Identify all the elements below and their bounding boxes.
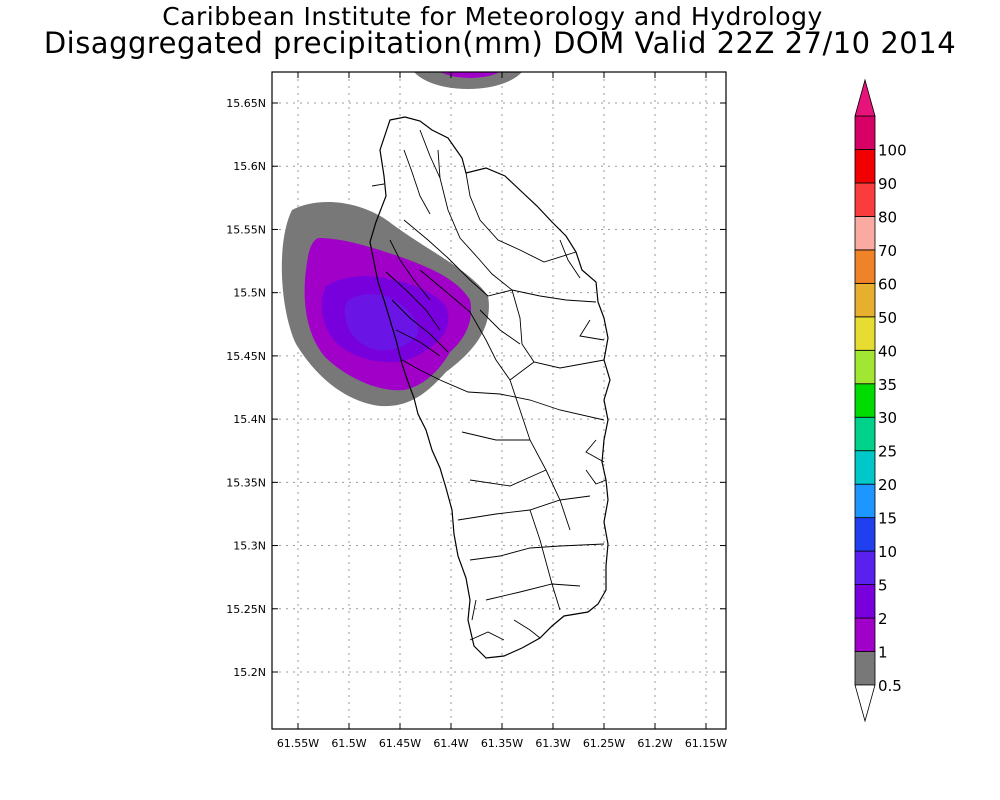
colorbar-bottom-triangle (854, 684, 876, 723)
colorbar-swatch (854, 584, 876, 619)
colorbar-label: 2 (878, 610, 888, 628)
colorbar-swatch (854, 651, 876, 686)
colorbar-swatch (854, 115, 876, 150)
lon-tick-label: 61.55W (277, 737, 319, 750)
colorbar-label: 90 (878, 175, 897, 193)
lon-tick-label: 61.4W (433, 737, 468, 750)
colorbar-swatch (854, 383, 876, 418)
axis-ticks (272, 72, 726, 729)
colorbar-label: 25 (878, 443, 897, 461)
longitude-tick-labels: 61.55W 61.5W 61.45W 61.4W 61.35W 61.3W 61.25W 6… (277, 737, 727, 750)
colorbar-swatch (854, 182, 876, 217)
precip-band-1-2 (440, 72, 500, 78)
chart-title-line1: Caribbean Institute for Meteorology and … (162, 2, 823, 31)
precip-band-0.5-1 (414, 72, 522, 89)
lon-tick-label: 61.35W (481, 737, 523, 750)
colorbar-label: 80 (878, 208, 897, 226)
chart-title-line2: Disaggregated precipitation(mm) DOM Vali… (43, 26, 957, 60)
lat-tick-label: 15.45N (226, 350, 266, 363)
lat-tick-label: 15.5N (233, 287, 266, 300)
colorbar-label: 10 (878, 543, 897, 561)
gridlines (272, 72, 726, 729)
colorbar-swatch (854, 282, 876, 318)
colorbar-swatch (854, 617, 876, 652)
colorbar-label: 30 (878, 409, 897, 427)
lat-tick-label: 15.4N (233, 413, 266, 426)
colorbar-swatch (854, 149, 876, 184)
colorbar-swatch (854, 316, 876, 351)
plot-frame (271, 71, 727, 730)
colorbar-label: 50 (878, 309, 897, 327)
latitude-tick-labels: 15.65N 15.6N 15.55N 15.5N 15.45N 15.4N 15.35N 1… (226, 97, 266, 679)
colorbar-swatch (854, 550, 876, 585)
lon-tick-label: 61.25W (583, 737, 625, 750)
colorbar-label: 70 (878, 242, 897, 260)
lon-tick-label: 61.45W (379, 737, 421, 750)
colorbar-swatch (854, 416, 876, 452)
island-dominica (369, 116, 611, 659)
colorbar-swatch (854, 216, 876, 251)
lon-tick-label: 61.3W (535, 737, 570, 750)
colorbar-label: 20 (878, 476, 897, 494)
lat-tick-label: 15.65N (226, 97, 266, 110)
lat-tick-label: 15.3N (233, 540, 266, 553)
colorbar-label: 5 (878, 577, 888, 595)
colorbar-top-triangle (854, 78, 876, 117)
map-plot-area (272, 72, 726, 729)
lon-tick-label: 61.2W (637, 737, 672, 750)
lat-tick-label: 15.55N (226, 223, 266, 236)
colorbar-swatch (854, 517, 876, 552)
colorbar-label: 15 (878, 510, 897, 528)
colorbar-label: 60 (878, 275, 897, 293)
colorbar-label: 1 (878, 644, 888, 662)
colorbar-label: 0.5 (878, 677, 902, 695)
lon-tick-label: 61.5W (331, 737, 366, 750)
colorbar-swatch (854, 483, 876, 519)
precip-area-north (414, 72, 522, 89)
colorbar-label: 35 (878, 376, 897, 394)
colorbar-swatch (854, 249, 876, 284)
colorbar-swatch (854, 450, 876, 485)
lat-tick-label: 15.6N (233, 160, 266, 173)
colorbar-label: 100 (878, 141, 907, 159)
colorbar-swatch (854, 349, 876, 385)
lat-tick-label: 15.25N (226, 603, 266, 616)
lon-tick-label: 61.15W (685, 737, 727, 750)
lat-tick-label: 15.2N (233, 666, 266, 679)
lat-tick-label: 15.35N (226, 476, 266, 489)
colorbar-label: 40 (878, 342, 897, 360)
